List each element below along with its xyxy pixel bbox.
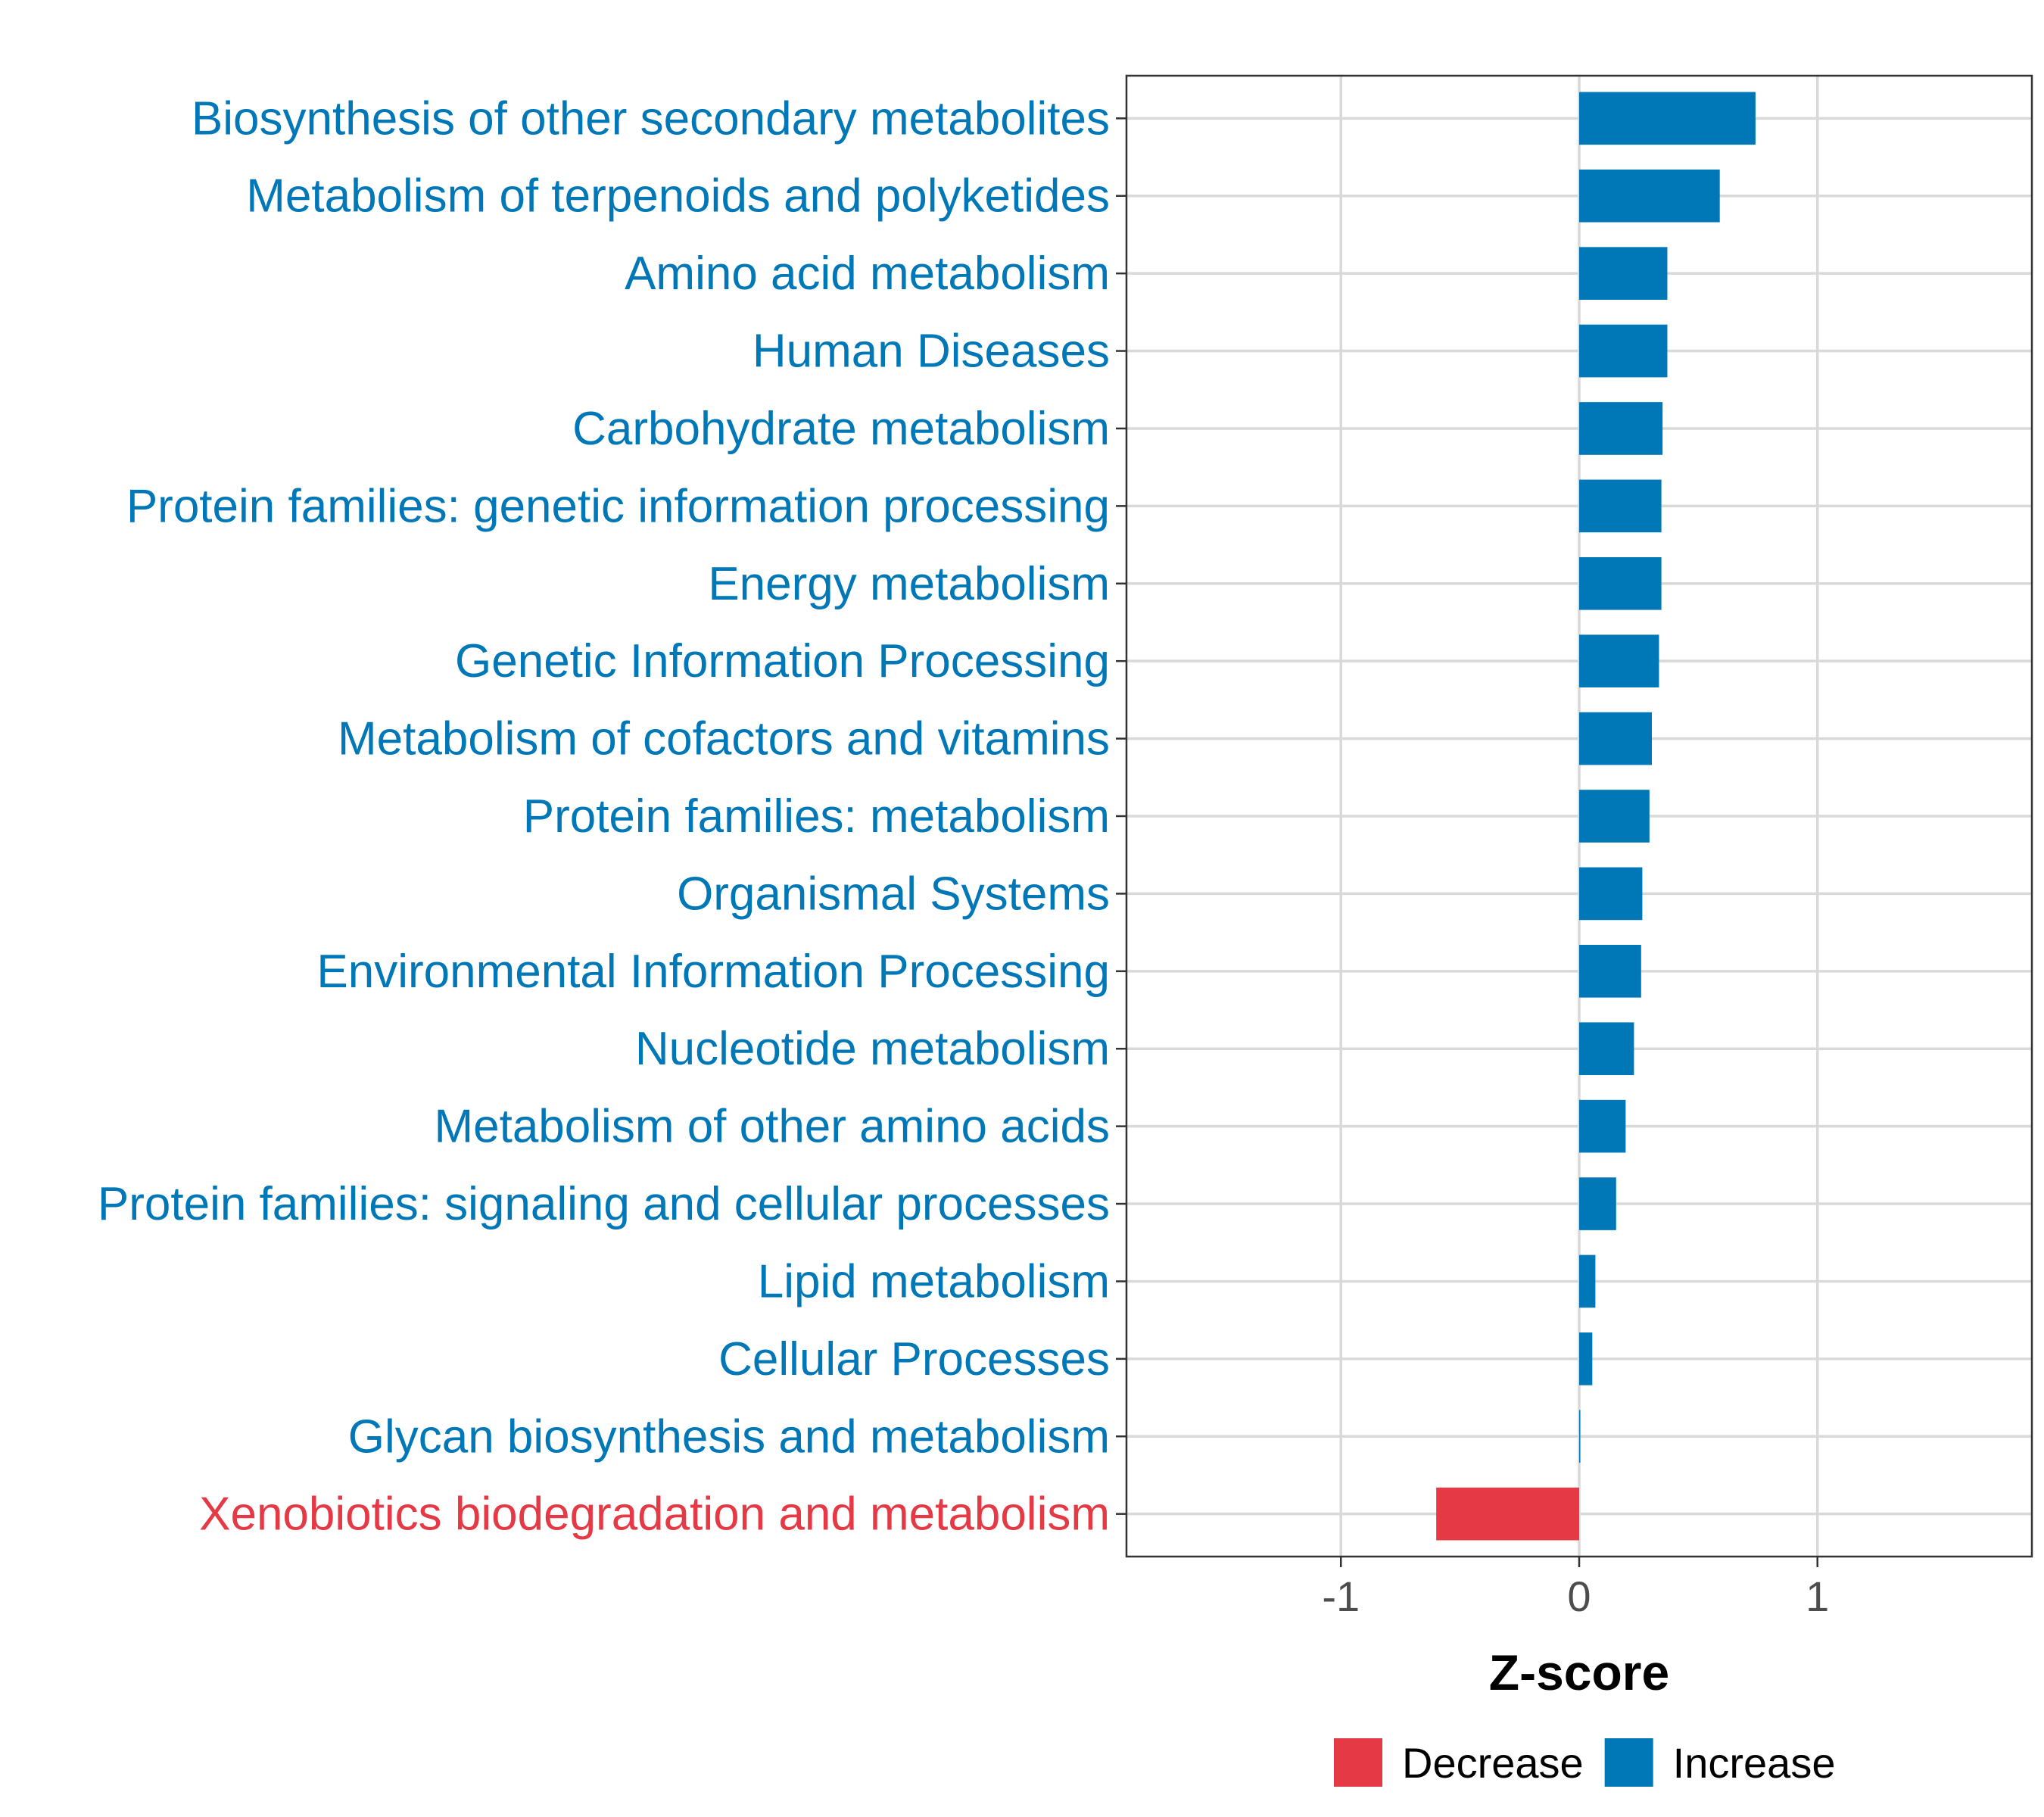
bar [1579, 92, 1756, 145]
legend-label: Increase [1673, 1739, 1836, 1787]
bar [1579, 1099, 1626, 1153]
y-axis-ticks: Biosynthesis of other secondary metaboli… [98, 92, 1126, 1541]
bar [1579, 402, 1663, 455]
legend-label: Decrease [1402, 1739, 1584, 1787]
bar [1579, 1254, 1596, 1308]
y-tick-label: Cellular Processes [718, 1333, 1110, 1385]
bar [1579, 944, 1641, 998]
bar [1579, 867, 1643, 921]
y-tick-label: Nucleotide metabolism [635, 1023, 1110, 1075]
y-tick-label: Energy metabolism [708, 558, 1110, 610]
bar [1579, 634, 1659, 688]
bar [1579, 479, 1662, 533]
bar [1579, 169, 1720, 223]
y-tick-label: Biosynthesis of other secondary metaboli… [192, 92, 1110, 145]
y-tick-label: Protein families: genetic information pr… [126, 480, 1110, 532]
y-tick-label: Protein families: metabolism [523, 790, 1110, 843]
bar [1579, 1177, 1616, 1230]
x-tick-label: -1 [1322, 1572, 1360, 1620]
y-tick-label: Environmental Information Processing [316, 946, 1110, 998]
bars [1436, 92, 1756, 1541]
x-tick-label: 0 [1567, 1572, 1591, 1620]
y-tick-label: Organismal Systems [677, 868, 1110, 920]
y-tick-label: Xenobiotics biodegradation and metabolis… [199, 1488, 1110, 1541]
legend-swatch [1334, 1738, 1382, 1787]
y-tick-label: Protein families: signaling and cellular… [98, 1178, 1110, 1230]
y-tick-label: Glycan biosynthesis and metabolism [348, 1410, 1110, 1463]
bar [1579, 712, 1652, 765]
y-tick-label: Amino acid metabolism [625, 248, 1110, 300]
y-tick-label: Metabolism of other amino acids [434, 1101, 1110, 1153]
x-axis-title: Z-score [1489, 1644, 1669, 1700]
legend: Decrease Increase [1334, 1738, 1835, 1787]
y-tick-label: Metabolism of cofactors and vitamins [338, 713, 1110, 765]
bar [1579, 247, 1668, 300]
legend-swatch [1604, 1738, 1653, 1787]
bar [1579, 324, 1668, 378]
bar [1579, 556, 1662, 610]
bar [1579, 1332, 1593, 1385]
x-axis-ticks: -1 0 1 [1322, 1557, 1829, 1620]
y-tick-label: Human Diseases [752, 326, 1110, 378]
bar [1579, 1410, 1581, 1463]
y-tick-label: Genetic Information Processing [455, 635, 1110, 687]
bar [1579, 790, 1650, 843]
y-tick-label: Metabolism of terpenoids and polyketides [246, 170, 1110, 223]
y-tick-label: Carbohydrate metabolism [572, 403, 1110, 455]
y-tick-label: Lipid metabolism [758, 1255, 1110, 1307]
bar [1436, 1487, 1579, 1541]
bar [1579, 1022, 1634, 1076]
x-tick-label: 1 [1806, 1572, 1829, 1620]
